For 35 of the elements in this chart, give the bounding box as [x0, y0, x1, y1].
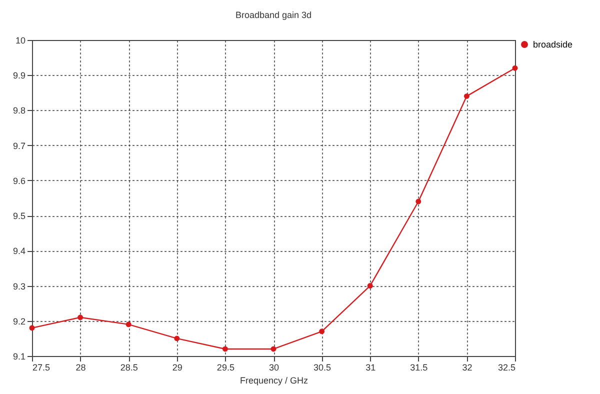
point — [78, 314, 84, 320]
point — [367, 283, 373, 289]
point — [29, 325, 35, 331]
x-tick-label: 31.5 — [410, 362, 428, 372]
x-tick-label: 30.5 — [314, 362, 332, 372]
y-tick-label: 9.7 — [12, 140, 26, 151]
point — [270, 346, 276, 352]
y-tick-label: 9.8 — [12, 106, 26, 116]
x-tick-label: 27.5 — [32, 362, 50, 372]
y-tick-label: 9.2 — [12, 316, 26, 326]
x-tick-label: 29 — [172, 362, 182, 372]
x-tick-label: 31 — [366, 362, 376, 372]
point — [416, 198, 422, 204]
y-tick-label: 10 — [15, 36, 26, 46]
x-axis-title: Frequency / GHz — [240, 376, 309, 386]
point — [464, 93, 470, 99]
point — [222, 346, 228, 352]
x-tick-label: 28 — [76, 362, 86, 372]
point — [174, 336, 180, 342]
y-tick-label: 9.6 — [12, 176, 26, 186]
y-tick-label: 9.1 — [12, 352, 26, 362]
y-tick-label: 9.3 — [12, 281, 26, 292]
y-tick-label: 9.9 — [12, 70, 26, 81]
chart-title: Broadband gain 3d — [235, 10, 312, 20]
y-tick-label: 9.5 — [12, 211, 26, 222]
point — [126, 322, 132, 328]
x-tick-label: 32.5 — [498, 362, 516, 372]
y-tick-label: 9.4 — [12, 246, 26, 256]
x-tick-label: 29.5 — [216, 362, 234, 372]
x-tick-label: 28.5 — [120, 362, 138, 372]
x-tick-label: 32 — [462, 362, 472, 372]
point — [319, 328, 325, 334]
x-tick-label: 30 — [268, 362, 280, 372]
point — [512, 65, 518, 71]
legend-label: broadside — [533, 40, 573, 50]
